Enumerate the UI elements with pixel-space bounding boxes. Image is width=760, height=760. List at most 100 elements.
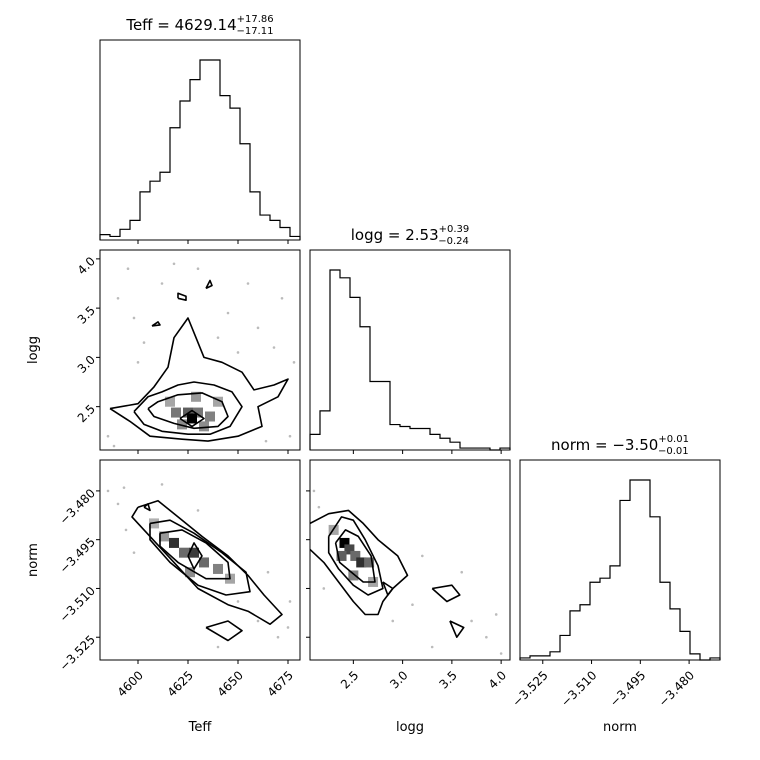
panel-frame-Teff-logg — [99, 249, 301, 451]
y-tick-label: 2.5 — [75, 402, 98, 425]
scatter-point — [322, 587, 326, 590]
contour-line — [187, 542, 203, 570]
scatter-point — [136, 361, 140, 364]
title-label: norm = −3.50 — [551, 436, 658, 454]
y-tick-label: −3.525 — [57, 632, 98, 673]
density-cell — [213, 396, 223, 407]
density-cell — [187, 413, 197, 424]
title-norm: norm = −3.50+0.01 −0.01 — [551, 434, 689, 457]
scatter-point — [430, 645, 434, 649]
histogram-panel-Teff — [99, 39, 301, 241]
histogram-panel-norm — [519, 459, 721, 661]
x-tick-label: 3.5 — [437, 668, 460, 691]
title-upper: +0.39 — [439, 224, 470, 235]
scatter-point — [280, 296, 284, 300]
contour-line — [133, 381, 243, 436]
x-tick-label: 4675 — [265, 668, 296, 699]
density-cell — [348, 570, 359, 581]
scatter-point — [112, 444, 116, 448]
density-cell — [205, 411, 215, 422]
x-tick-label: 4625 — [165, 668, 196, 699]
contour-line — [449, 620, 465, 639]
scatter-point — [160, 483, 164, 486]
density-cell — [179, 547, 189, 558]
scatter-point — [312, 489, 316, 493]
y-axis-label-norm: norm — [26, 543, 41, 577]
density-panel-Teff-norm — [106, 483, 292, 649]
contour-line — [149, 519, 251, 596]
scatter-point — [266, 570, 270, 574]
density-cell — [191, 391, 201, 402]
density-cell — [199, 557, 209, 568]
x-tick-label: 4650 — [215, 668, 246, 699]
scatter-point — [276, 635, 280, 639]
density-cell — [344, 544, 355, 555]
title-lower: −17.11 — [236, 26, 273, 37]
scatter-point — [116, 502, 120, 506]
contour-line — [431, 584, 461, 603]
x-tick-label: 4.0 — [486, 668, 509, 691]
contour-line — [327, 516, 384, 596]
scatter-point — [499, 652, 503, 655]
scatter-point — [288, 600, 292, 603]
scatter-point — [272, 346, 276, 349]
title-Teff: Teff = 4629.14+17.86 −17.11 — [125, 14, 273, 37]
scatter-point — [216, 645, 220, 649]
density-cell — [350, 550, 361, 561]
density-cell — [177, 419, 187, 430]
x-tick-label: 2.5 — [338, 668, 361, 691]
scatter-point — [124, 528, 128, 532]
scatter-point — [485, 635, 488, 639]
title-lower: −0.24 — [438, 236, 469, 247]
y-tick-label: 3.0 — [75, 353, 98, 376]
x-axis-label-norm: norm — [603, 720, 637, 735]
title-upper: +0.01 — [658, 434, 689, 445]
scatter-point — [391, 619, 395, 623]
scatter-point — [132, 316, 136, 320]
title-upper: +17.86 — [237, 14, 274, 25]
scatter-point — [292, 361, 296, 364]
scatter-point — [264, 439, 268, 443]
panel-frame-Teff-norm — [99, 459, 301, 661]
title-lower: −0.01 — [658, 446, 689, 457]
scatter-point — [122, 486, 126, 489]
contour-line — [179, 409, 205, 428]
contour-line — [205, 279, 213, 290]
x-tick-label: −3.525 — [510, 668, 551, 709]
scatter-point — [216, 336, 220, 339]
histogram-logg — [309, 269, 511, 451]
y-tick-label: 3.5 — [75, 303, 98, 326]
scatter-point — [106, 434, 110, 438]
scatter-point — [286, 626, 290, 629]
scatter-point — [172, 262, 176, 266]
scatter-point — [288, 434, 292, 438]
y-tick-label: 4.0 — [75, 254, 98, 277]
scatter-point — [246, 282, 250, 285]
density-cell — [199, 421, 209, 432]
scatter-point — [236, 600, 240, 603]
density-cell — [171, 407, 181, 418]
title-label: Teff = 4629.14 — [125, 16, 236, 34]
contour-line — [159, 529, 231, 580]
density-cell — [189, 547, 199, 558]
scatter-point — [226, 311, 230, 315]
density-cell — [339, 537, 350, 548]
scatter-point — [160, 282, 164, 285]
scatter-point — [126, 267, 130, 271]
contour-line — [143, 503, 151, 512]
density-cell — [213, 563, 223, 574]
scatter-point — [470, 619, 473, 623]
y-tick-label: −3.495 — [57, 535, 98, 576]
contour-line — [177, 292, 187, 302]
x-axis-label-logg: logg — [396, 720, 424, 735]
title-logg: logg = 2.53+0.39 −0.24 — [351, 224, 470, 247]
x-axis-label-Teff: Teff — [188, 720, 213, 735]
contour-line — [109, 317, 289, 442]
contour-line — [205, 620, 243, 642]
density-cell — [193, 407, 203, 418]
contour-line — [151, 321, 161, 327]
histogram-Teff — [99, 59, 301, 240]
density-cell — [336, 550, 347, 561]
density-cell — [159, 531, 169, 542]
x-tick-label: −3.495 — [607, 668, 648, 709]
